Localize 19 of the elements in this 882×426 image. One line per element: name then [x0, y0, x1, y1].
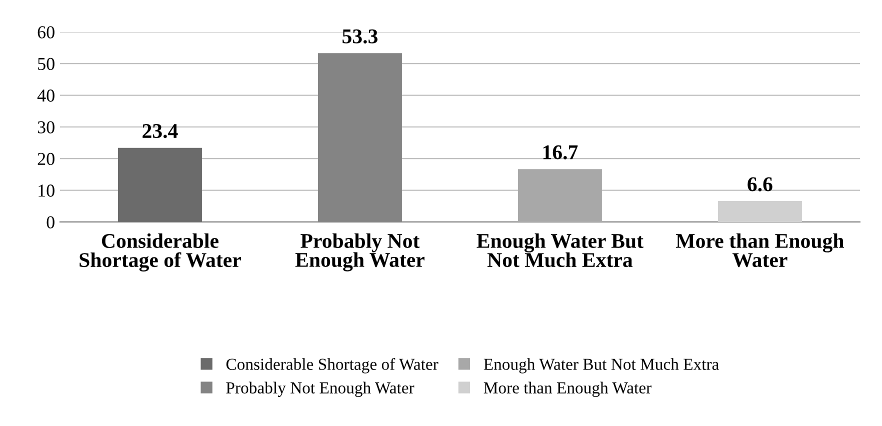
data-label: 16.7 [543, 145, 578, 160]
y-tick-label: 60 [38, 26, 54, 38]
x-tick-label: Enough Water But Not Much Extra [476, 233, 644, 268]
x-tick-label: More than Enough Water [676, 233, 844, 268]
y-tick-label: 30 [38, 121, 54, 134]
legend-label: Enough Water But Not Much Extra [484, 358, 719, 374]
data-label: 6.6 [748, 177, 772, 192]
data-label: 23.4 [142, 124, 178, 138]
x-tick-label: Probably Not Enough Water [295, 233, 424, 272]
legend-label: Considerable Shortage of Water [226, 358, 438, 374]
x-tick-label: Considerable Shortage of Water [80, 233, 241, 272]
data-label: 53.3 [342, 29, 378, 44]
y-tick-label: 0 [46, 216, 54, 228]
y-tick-label: 40 [37, 90, 54, 102]
y-tick-label: 50 [38, 58, 54, 70]
y-tick-label: 20 [38, 152, 54, 166]
legend-label: More than Enough Water [484, 382, 652, 397]
legend-label: Probably Not Enough Water [226, 382, 414, 397]
y-tick-label: 10 [38, 184, 54, 197]
